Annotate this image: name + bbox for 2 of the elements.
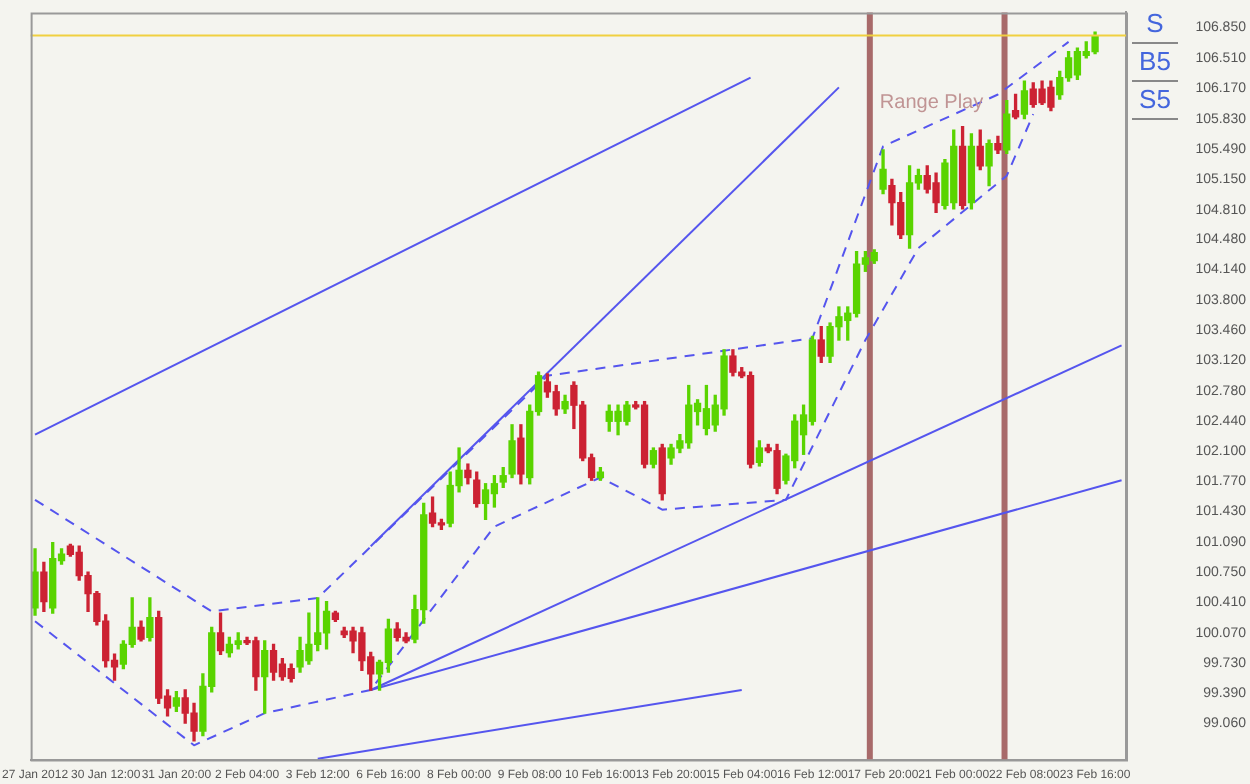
annotation: Range Play xyxy=(879,91,984,114)
button-panel: S B5 S5 xyxy=(1132,6,1178,120)
